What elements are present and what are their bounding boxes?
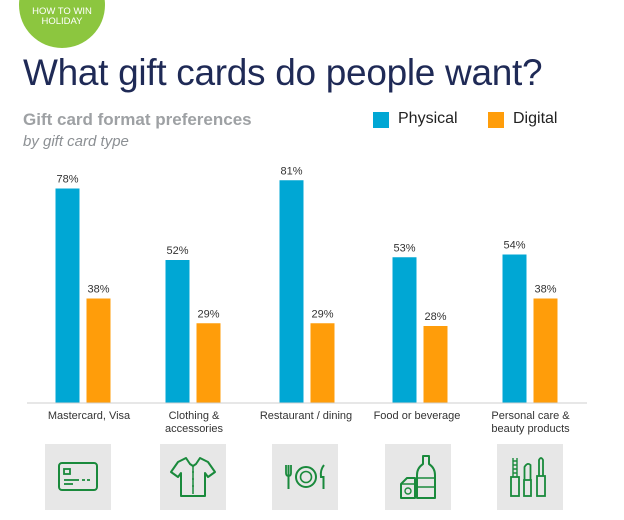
- cosmetics-icon: [510, 457, 546, 497]
- bar-digital-personal-care: [533, 298, 558, 403]
- value-label-physical-clothing: 52%: [166, 245, 188, 257]
- bar-digital-mastercard-visa: [86, 298, 111, 403]
- legend-label-digital: Digital: [513, 110, 558, 127]
- value-label-digital-mastercard-visa: 38%: [87, 284, 109, 296]
- legend-label-physical: Physical: [398, 110, 458, 127]
- shirt-icon: [170, 457, 216, 497]
- value-label-digital-food-beverage: 28%: [424, 311, 446, 323]
- bar-digital-restaurant: [310, 323, 335, 403]
- legend-swatch-digital: [488, 112, 504, 128]
- legend-swatch-physical: [373, 112, 389, 128]
- dining-icon-box: [272, 444, 338, 510]
- chart-subtitle-secondary: by gift card type: [23, 133, 129, 150]
- food-beverage-icon-box: [385, 444, 451, 510]
- credit-card-icon: [58, 462, 98, 491]
- bar-physical-mastercard-visa: [55, 188, 80, 403]
- shirt-icon-box: [160, 444, 226, 510]
- bar-physical-restaurant: [279, 180, 304, 403]
- cosmetics-icon-box: [497, 444, 563, 510]
- value-label-physical-personal-care: 54%: [503, 240, 525, 252]
- bar-digital-food-beverage: [423, 326, 448, 403]
- dining-icon: [285, 464, 325, 489]
- page-title: What gift cards do people want?: [23, 52, 543, 93]
- badge-text: HOW TO WIN HOLIDAY: [32, 6, 92, 27]
- chart-subtitle: Gift card format preferences: [23, 110, 252, 129]
- value-label-digital-restaurant: 29%: [311, 308, 333, 320]
- value-label-physical-mastercard-visa: 78%: [56, 174, 78, 186]
- bar-digital-clothing: [196, 323, 221, 403]
- category-label-mastercard-visa: Mastercard, Visa: [47, 410, 131, 422]
- bar-physical-personal-care: [502, 254, 527, 403]
- value-label-digital-personal-care: 38%: [534, 284, 556, 296]
- category-label-restaurant: Restaurant / dining: [259, 410, 353, 422]
- category-label-personal-care: Personal care & beauty products: [491, 410, 570, 435]
- category-label-food-beverage: Food or beverage: [373, 410, 461, 422]
- value-label-physical-restaurant: 81%: [280, 165, 302, 177]
- value-label-digital-clothing: 29%: [197, 308, 219, 320]
- bar-series-group: 78% 38% 52% 29% 81% 29% 53% 28% 54% 38%: [55, 165, 558, 403]
- category-label-clothing: Clothing & accessories: [164, 410, 224, 435]
- value-label-physical-food-beverage: 53%: [393, 242, 415, 254]
- bar-physical-clothing: [165, 260, 190, 403]
- food-beverage-icon: [400, 455, 436, 499]
- credit-card-icon-box: [45, 444, 111, 510]
- bar-physical-food-beverage: [392, 257, 417, 403]
